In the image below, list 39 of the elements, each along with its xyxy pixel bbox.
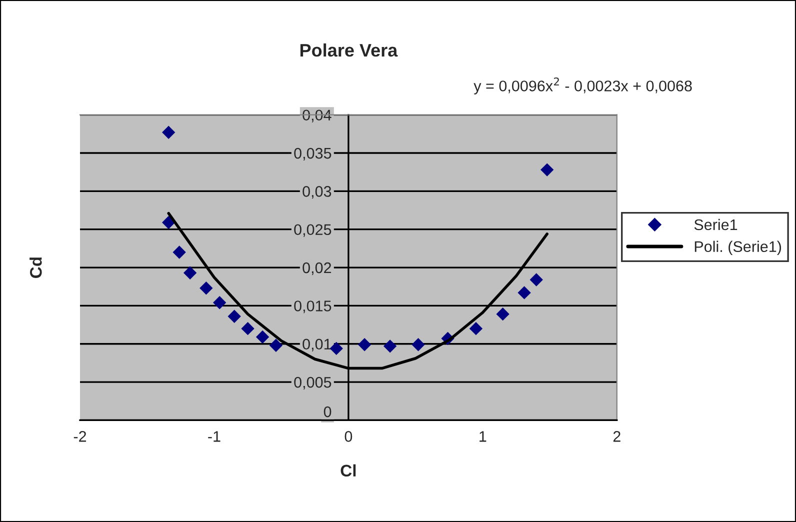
point xyxy=(330,342,343,356)
legend-label: Serie1 xyxy=(694,218,738,230)
x-tick-label: 0 xyxy=(344,431,352,442)
point xyxy=(383,340,397,353)
point xyxy=(540,163,554,176)
point xyxy=(200,282,213,295)
y-tick-label: 0,01 xyxy=(302,338,332,352)
x-tick-label: 2 xyxy=(613,431,620,442)
y-tick-label: 0,02 xyxy=(302,262,332,276)
point xyxy=(530,273,543,286)
chart-title: Polare Vera xyxy=(300,43,398,57)
point xyxy=(183,266,197,280)
point xyxy=(162,126,176,139)
point xyxy=(228,310,241,323)
y-tick-label: 0,03 xyxy=(302,186,332,199)
y-tick-label: 0,005 xyxy=(294,376,332,390)
point xyxy=(213,296,226,310)
y-axis-title: Cd xyxy=(30,258,42,278)
point xyxy=(496,308,510,321)
point xyxy=(269,338,283,352)
x-axis-title: Cl xyxy=(340,464,356,477)
x-tick-label: -2 xyxy=(74,431,86,442)
text: y = 0,0096x$^{2}$ - 0,0023x + 0,0068 xyxy=(474,77,692,94)
point xyxy=(412,338,425,352)
y-tick-label: 0,025 xyxy=(294,224,332,237)
point xyxy=(518,286,531,300)
x-tick-label: 1 xyxy=(480,431,486,442)
y-tick-label: 0 xyxy=(324,406,332,418)
point xyxy=(162,216,176,230)
x-tick-label: -1 xyxy=(208,431,220,442)
point xyxy=(241,322,254,336)
point xyxy=(172,246,186,259)
y-tick-label: 0,015 xyxy=(294,300,332,314)
point xyxy=(256,330,270,344)
point xyxy=(469,322,483,336)
legend-label: Poli. (Serie1) xyxy=(694,240,782,256)
y-tick-label: 0,04 xyxy=(302,110,332,122)
point xyxy=(358,338,372,352)
y-tick-label: 0,035 xyxy=(294,148,332,160)
